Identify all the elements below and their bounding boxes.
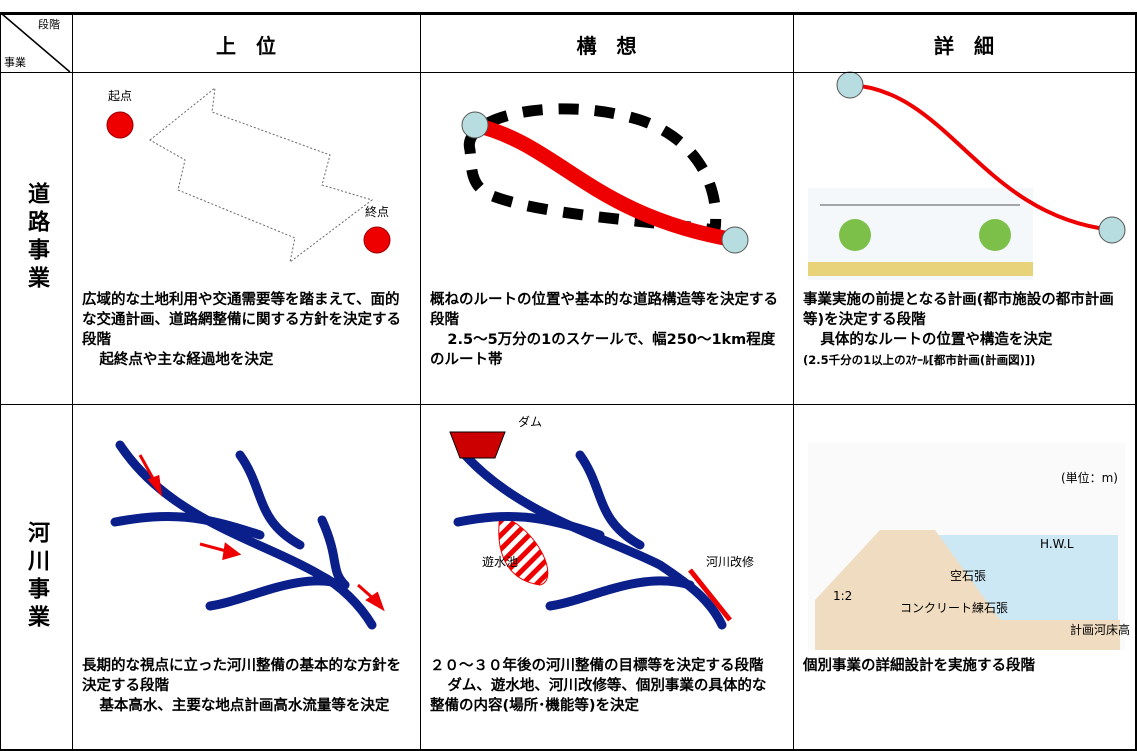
paragraph: 2.5～5万分の1のスケールで、幅250～1km程度のルート帯 [430,332,776,368]
row-label: 道路事業 [24,182,49,294]
paragraph: 個別事業の詳細設計を実施する段階 [803,658,1035,674]
paragraph: 概ねのルートの位置や基本的な道路構造等を決定する段階 [430,292,778,328]
figure-label: 河川改修 [706,554,754,569]
paragraph: 起終点や主な経過地を決定 [99,352,274,368]
cell-text: ２０～３０年後の河川整備の目標等を決定する段階 ダム、遊水地、河川改修等、個別事… [430,656,780,716]
paragraph: ダム、遊水地、河川改修等、個別事業の具体的な整備の内容(場所･機能等)を決定 [430,678,767,714]
cell-text: 事業実施の前提となる計画(都市施設の都市計画等)を決定する段階 具体的なルートの… [803,290,1133,370]
paragraph: 広域的な土地利用や交通需要等を踏まえて、面的な交通計画、道路網整備に関する方針を… [82,292,401,348]
figure-label: 空石張 [950,569,986,583]
paragraph: 長期的な視点に立った河川整備の基本的な方針を決定する段階 [82,658,401,694]
figure-label: H.W.L [1040,537,1074,551]
figure-label: 終点 [365,204,389,219]
paragraph: 具体的なルートの位置や構造を決定 [820,332,1053,348]
figure-label: (単位：m) [1061,470,1118,485]
cell-text: 概ねのルートの位置や基本的な道路構造等を決定する段階 2.5～5万分の1のスケー… [430,290,780,370]
figure-label: 計画河床高 [1070,622,1130,637]
cell-text: 長期的な視点に立った河川整備の基本的な方針を決定する段階 基本高水、主要な地点計… [82,656,412,716]
figure-label: 1:2 [833,589,852,603]
column-header: 上 位 [216,33,276,58]
paragraph: (2.5千分の1以上のｽｹｰﾙ[都市計画(計画図)]) [803,353,1036,367]
corner-top: 段階 [38,18,60,31]
figure-label: ダム [518,414,542,429]
row-label: 河川事業 [24,521,49,633]
cell-text: 広域的な土地利用や交通需要等を踏まえて、面的な交通計画、道路網整備に関する方針を… [82,290,412,370]
paragraph: 基本高水、主要な地点計画高水流量等を決定 [99,698,390,714]
paragraph: ２０～３０年後の河川整備の目標等を決定する段階 [430,658,764,674]
column-header: 詳 細 [934,33,994,58]
corner-bottom: 事業 [4,56,26,69]
paragraph: 事業実施の前提となる計画(都市施設の都市計画等)を決定する段階 [803,292,1114,328]
column-header: 構 想 [576,33,637,58]
figure-label: コンクリート練石張 [900,601,1008,615]
figure-label: 起点 [108,89,132,103]
cell-text: 個別事業の詳細設計を実施する段階 [803,656,1133,676]
figure-label: 遊水池 [482,554,518,569]
